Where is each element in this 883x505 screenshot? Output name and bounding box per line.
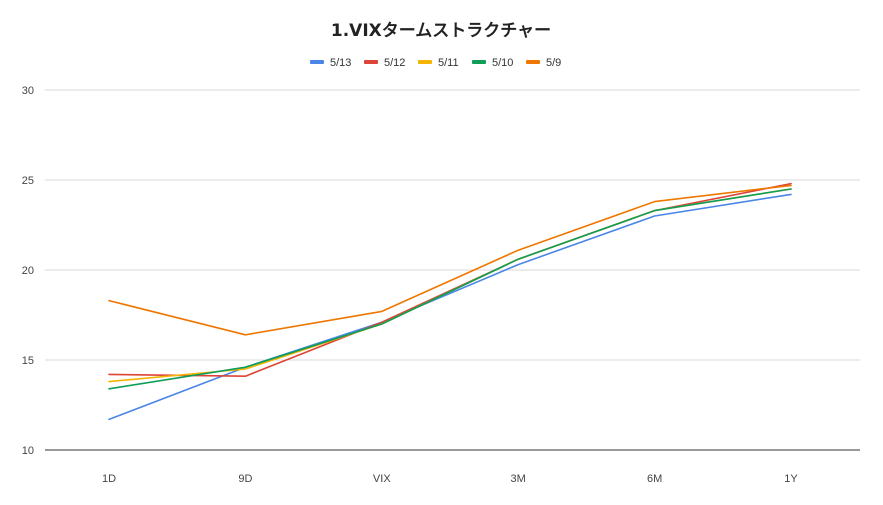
x-tick-label: 9D [238,473,252,485]
y-tick-label: 25 [22,175,34,187]
y-tick-label: 30 [22,85,34,97]
x-axis-ticks: 1D 9D VIX 3M 6M 1Y [102,473,798,485]
legend-item[interactable]: 5/10 [472,57,513,69]
series-5-12 [108,182,792,378]
series-5-9 [108,184,792,336]
series-line[interactable] [108,184,792,336]
y-gridlines [45,89,860,451]
y-tick-label: 15 [22,355,34,367]
chart-title: 1.VIXタームストラクチャー [331,21,551,41]
y-tick-label: 20 [22,265,34,277]
legend-label: 5/12 [384,57,405,69]
series-line[interactable] [108,193,792,421]
series-line[interactable] [108,188,792,383]
legend-swatch [364,60,378,64]
x-tick-label: 3M [511,473,526,485]
legend-item[interactable]: 5/12 [364,57,405,69]
legend-swatch [418,60,432,64]
legend: 5/13 5/12 5/11 5/10 5/9 [310,57,561,69]
series-line[interactable] [108,182,792,378]
legend-label: 5/11 [438,57,459,69]
legend-item[interactable]: 5/13 [310,57,351,69]
legend-swatch [526,60,540,64]
legend-label: 5/10 [492,57,513,69]
legend-item[interactable]: 5/9 [526,57,561,69]
legend-label: 5/13 [330,57,351,69]
x-tick-label: 1D [102,473,116,485]
x-tick-label: 6M [647,473,662,485]
y-axis-ticks: 10 15 20 25 30 [22,85,34,457]
series-5-13 [108,193,792,421]
legend-swatch [310,60,324,64]
series-5-10 [108,188,792,390]
series-lines [108,182,792,421]
series-5-11 [108,188,792,383]
x-tick-label: VIX [373,473,391,485]
series-line[interactable] [108,188,792,390]
legend-label: 5/9 [546,57,561,69]
x-tick-label: 1Y [784,473,798,485]
legend-item[interactable]: 5/11 [418,57,459,69]
legend-swatch [472,60,486,64]
y-tick-label: 10 [22,445,34,457]
